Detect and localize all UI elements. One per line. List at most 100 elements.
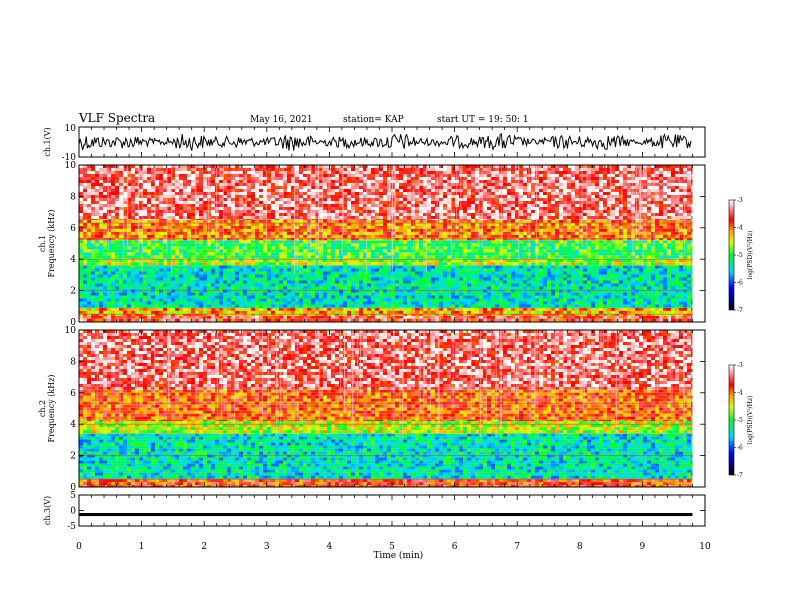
spectrogram-cell bbox=[375, 249, 379, 253]
spectrogram-cell bbox=[491, 252, 495, 256]
spectrogram-cell bbox=[647, 243, 651, 247]
spectrogram-cell bbox=[355, 310, 359, 314]
spectrogram-cell bbox=[283, 307, 287, 311]
spectrogram-cell bbox=[111, 286, 115, 290]
spectrogram-cell bbox=[599, 262, 603, 266]
spectrogram-cell bbox=[255, 277, 259, 281]
spectrogram-cell bbox=[687, 310, 691, 314]
spectrogram-cell bbox=[123, 298, 127, 302]
spectrogram-cell bbox=[131, 243, 135, 247]
spectrogram-cell bbox=[539, 246, 543, 250]
spectrogram-cell bbox=[547, 243, 551, 247]
spectrogram-cell bbox=[451, 295, 455, 299]
spectrogram-cell bbox=[675, 283, 679, 287]
spectrogram-cell bbox=[483, 274, 487, 278]
spectrogram-cell bbox=[531, 286, 535, 290]
spectrogram-cell bbox=[235, 301, 239, 305]
spectrogram-cell bbox=[155, 298, 159, 302]
spectrogram-cell bbox=[399, 292, 403, 296]
spectrogram-cell bbox=[279, 262, 283, 266]
spectrogram-cell bbox=[335, 243, 339, 247]
spectrogram-cell bbox=[655, 274, 659, 278]
spectrogram-cell bbox=[107, 301, 111, 305]
spectrogram-cell bbox=[675, 301, 679, 305]
spectrogram-cell bbox=[103, 280, 107, 284]
spectrogram-cell bbox=[219, 249, 223, 253]
spectrogram-cell bbox=[487, 318, 491, 322]
spectrogram-cell bbox=[167, 268, 171, 272]
spectrogram-cell bbox=[475, 259, 479, 263]
spectrogram-cell bbox=[415, 259, 419, 263]
spectrogram-cell bbox=[119, 240, 123, 244]
spectrogram-cell bbox=[431, 283, 435, 287]
spectrogram-cell bbox=[159, 280, 163, 284]
spectrogram-cell bbox=[531, 274, 535, 278]
spectrogram-cell bbox=[207, 249, 211, 253]
spectrogram-cell bbox=[343, 255, 347, 259]
spectrogram-cell bbox=[103, 249, 107, 253]
spectrogram-cell bbox=[431, 219, 435, 223]
spectrogram-cell bbox=[519, 280, 523, 284]
spectrogram-cell bbox=[447, 240, 451, 244]
spectrogram-cell bbox=[87, 289, 91, 293]
spectrogram-cell bbox=[411, 262, 415, 266]
spectrogram-cell bbox=[543, 265, 547, 269]
spectrogram-cell bbox=[179, 292, 183, 296]
spectrogram-cell bbox=[423, 313, 427, 316]
spectrogram-cell bbox=[223, 277, 227, 281]
spectrogram-cell bbox=[687, 274, 691, 278]
spectrogram-cell bbox=[487, 259, 491, 263]
spectrogram-cell bbox=[363, 219, 367, 223]
spectrogram-cell bbox=[563, 280, 567, 284]
spectrogram-cell bbox=[111, 262, 115, 266]
spectrogram-cell bbox=[683, 265, 687, 269]
spectrogram-cell bbox=[315, 255, 319, 259]
spectrogram-cell bbox=[119, 310, 123, 314]
spectrogram-cell bbox=[435, 301, 439, 305]
spectrogram-cell bbox=[207, 289, 211, 293]
spectrogram-cell bbox=[347, 262, 351, 266]
spectrogram-cell bbox=[559, 283, 563, 287]
spectrogram-cell bbox=[627, 307, 631, 311]
spectrogram-cell bbox=[479, 268, 483, 272]
spectrogram-cell bbox=[339, 268, 343, 272]
spectrogram-cell bbox=[179, 243, 183, 247]
spectrogram-cell bbox=[435, 262, 439, 266]
spectrogram-cell bbox=[103, 271, 107, 275]
spectrogram-cell bbox=[283, 313, 287, 316]
spectrogram-cell bbox=[343, 277, 347, 281]
spectrogram-cell bbox=[99, 298, 103, 302]
spectrogram-cell bbox=[287, 219, 291, 223]
spectrogram-cell bbox=[599, 252, 603, 256]
spectrogram-cell bbox=[235, 277, 239, 281]
spectrogram-cell bbox=[131, 318, 135, 322]
spectrogram-cell bbox=[203, 246, 207, 250]
spectrogram-cell bbox=[259, 271, 263, 275]
spectrogram-cell bbox=[451, 292, 455, 296]
spectrogram-cell bbox=[519, 298, 523, 302]
spectrogram-cell bbox=[411, 246, 415, 250]
spectrogram-cell bbox=[403, 262, 407, 266]
spectrogram-cell bbox=[639, 315, 643, 319]
spectrogram-cell bbox=[659, 243, 663, 247]
spectrogram-cell bbox=[191, 274, 195, 278]
spectrogram-cell bbox=[611, 258, 615, 260]
spectrogram-cell bbox=[279, 252, 283, 256]
spectrogram-cell bbox=[675, 249, 679, 253]
spectrogram-cell bbox=[435, 315, 439, 319]
spectrogram-cell bbox=[571, 307, 575, 311]
spectrogram-cell bbox=[315, 310, 319, 314]
spectrogram-cell bbox=[231, 313, 235, 316]
spectrogram-cell bbox=[555, 313, 559, 316]
spectrogram-cell bbox=[355, 219, 359, 223]
spectrogram-cell bbox=[359, 258, 363, 260]
spectrogram-cell bbox=[395, 240, 399, 244]
spectrogram-cell bbox=[203, 240, 207, 244]
spectrogram-cell bbox=[659, 292, 663, 296]
spectrogram-cell bbox=[527, 262, 531, 266]
spectrogram-cell bbox=[247, 307, 251, 311]
spectrogram-cell bbox=[515, 262, 519, 266]
spectrogram-cell bbox=[115, 289, 119, 293]
spectrogram-cell bbox=[267, 243, 271, 247]
spectrogram-cell bbox=[139, 298, 143, 302]
